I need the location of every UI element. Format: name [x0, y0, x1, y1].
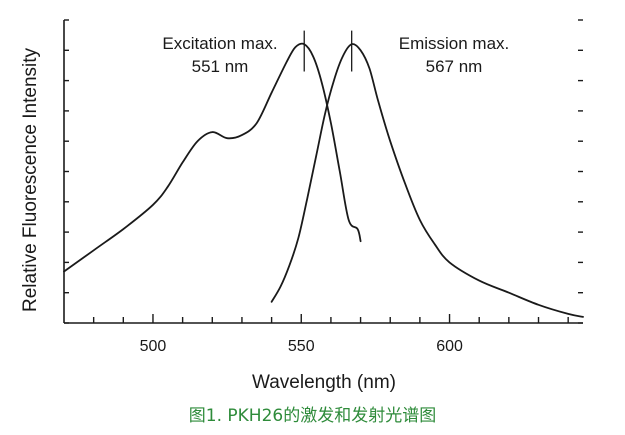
series-line-excitation: [63, 42, 362, 273]
x-tick-label: 500: [140, 338, 167, 355]
series-layer: [63, 42, 584, 318]
peak-markers: [303, 30, 353, 72]
y-axis-ticks: [64, 19, 583, 324]
annotation-excitation-line2: 551 nm: [192, 57, 249, 76]
series-line-emission: [270, 43, 584, 318]
x-axis-label: Wavelength (nm): [252, 372, 396, 393]
x-tick-label: 550: [288, 338, 315, 355]
plot-frame: [63, 20, 583, 324]
y-axis-label: Relative Fluorescence Intensity: [20, 47, 41, 312]
annotation-emission-line2: 567 nm: [426, 57, 483, 76]
figure-caption: 图1. PKH26的激发和发射光谱图: [188, 406, 437, 426]
annotation-emission-line1: Emission max.: [399, 34, 510, 53]
annotation-excitation-line1: Excitation max.: [162, 34, 277, 53]
x-axis-ticks: 500 550 600: [92, 314, 569, 355]
x-tick-label: 600: [436, 338, 463, 355]
